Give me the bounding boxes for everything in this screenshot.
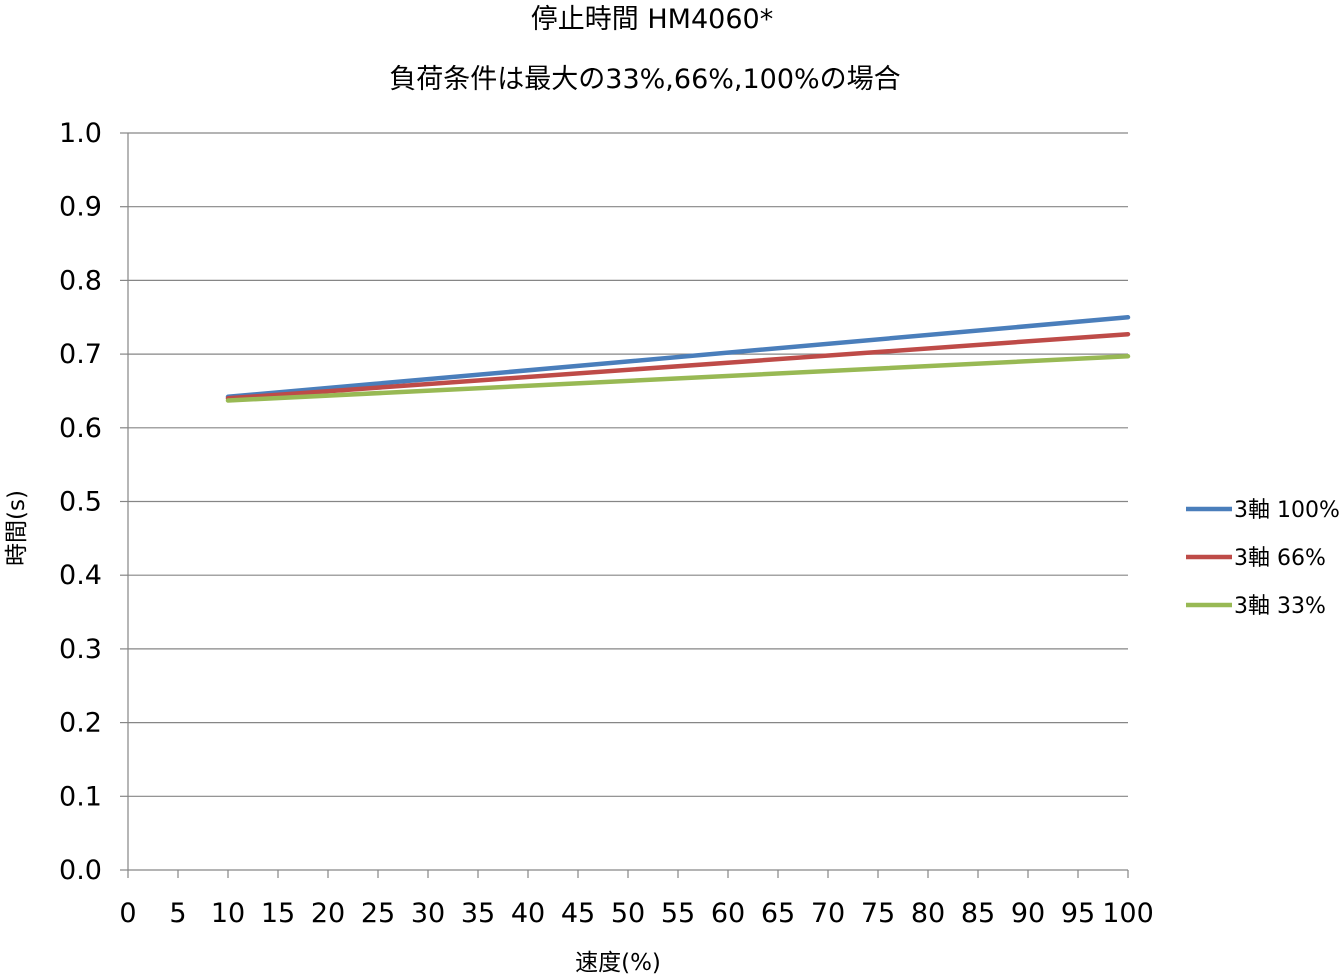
- x-tick-label: 85: [961, 898, 995, 929]
- x-tick-label: 20: [311, 898, 345, 929]
- x-axis-label: 速度(%): [575, 950, 661, 975]
- x-tick-label: 55: [661, 898, 695, 929]
- series-line-3: [225, 354, 1131, 403]
- x-tick-labels: 0 5 10 15 20 25 30 35 40 45 50 55 60 65 70 75 80 85 90 95 10…: [119, 898, 1153, 929]
- y-tick-label: 0.3: [59, 634, 102, 665]
- x-tick-label: 50: [611, 898, 645, 929]
- x-tick-label: 90: [1011, 898, 1045, 929]
- x-tick-label: 15: [261, 898, 295, 929]
- x-tick-label: 65: [761, 898, 795, 929]
- x-tick-label: 25: [361, 898, 395, 929]
- legend-item-1: 3軸 100%: [1186, 498, 1340, 523]
- y-tick-label: 0.9: [59, 192, 102, 223]
- x-tick-label: 100: [1102, 898, 1154, 929]
- x-tick-label: 45: [561, 898, 595, 929]
- chart-title-line-1: 停止時間 HM4060*: [531, 4, 773, 35]
- legend: 3軸 100% 3軸 66% 3軸 33%: [1186, 498, 1340, 619]
- grid-layer: [128, 132, 1128, 797]
- legend-label: 3軸 66%: [1234, 546, 1326, 571]
- legend-label: 3軸 100%: [1234, 498, 1340, 523]
- y-tick-label: 0.0: [59, 855, 102, 886]
- x-tick-label: 10: [211, 898, 245, 929]
- x-tick-label: 30: [411, 898, 445, 929]
- legend-item-2: 3軸 66%: [1186, 546, 1326, 571]
- y-tick-label: 1.0: [59, 118, 102, 149]
- x-tick-label: 95: [1061, 898, 1095, 929]
- x-tick-label: 5: [169, 898, 186, 929]
- y-tick-label: 0.5: [59, 487, 102, 518]
- y-tick-label: 0.7: [59, 339, 102, 370]
- x-tick-label: 40: [511, 898, 545, 929]
- y-tick-label: 0.2: [59, 708, 102, 739]
- x-tick-label: 35: [461, 898, 495, 929]
- y-tick-label: 0.8: [59, 265, 102, 296]
- y-tick-labels: 0.0 0.1 0.2 0.3 0.4 0.5 0.6 0.7 0.8 0.9 1.0: [59, 118, 102, 886]
- x-tick-label: 70: [811, 898, 845, 929]
- series-layer: [225, 315, 1131, 403]
- series-line-1: [225, 315, 1131, 400]
- series-line-2: [225, 331, 1131, 401]
- y-axis-label: 時間(s): [4, 490, 30, 566]
- x-tick-label: 75: [861, 898, 895, 929]
- x-tick-label: 0: [119, 898, 136, 929]
- x-tick-label: 60: [711, 898, 745, 929]
- x-tick-label: 80: [911, 898, 945, 929]
- legend-item-3: 3軸 33%: [1186, 594, 1326, 619]
- y-tick-label: 0.4: [59, 560, 102, 591]
- chart-title-line-2: 負荷条件は最大の33%,66%,100%の場合: [389, 64, 900, 95]
- axis-layer: [120, 132, 1129, 878]
- legend-label: 3軸 33%: [1234, 594, 1326, 619]
- y-tick-label: 0.6: [59, 413, 102, 444]
- y-tick-label: 0.1: [59, 781, 102, 812]
